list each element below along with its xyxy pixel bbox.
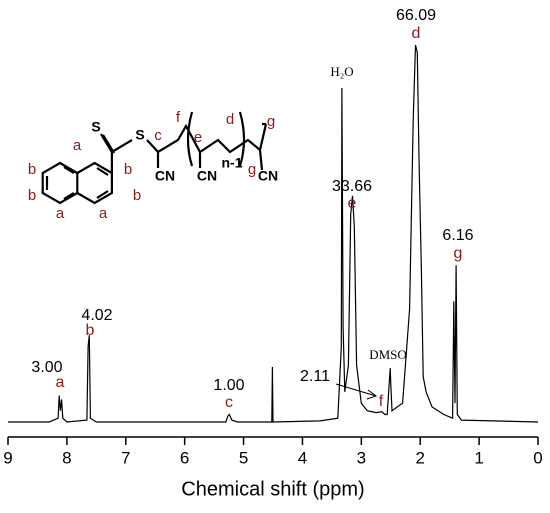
- structure-label: CN: [197, 168, 217, 184]
- bonds: [41, 122, 268, 205]
- structure-label: g: [267, 113, 275, 130]
- integral-label: 4.02: [81, 307, 112, 324]
- structure-label: g: [248, 161, 256, 178]
- proton-label: g: [454, 245, 463, 262]
- structure-label: CN: [155, 168, 175, 184]
- structure-label: S: [135, 127, 144, 143]
- x-tick-label: 8: [62, 448, 71, 467]
- structure-label: n-1: [222, 155, 243, 171]
- arrow: [335, 383, 378, 400]
- x-tick-label: 9: [3, 448, 12, 467]
- spectrum-line: [8, 44, 539, 423]
- structure-label: d: [226, 111, 234, 128]
- structure-label: a: [56, 205, 65, 222]
- structure-label: a: [99, 205, 108, 222]
- x-tick-label: 0: [533, 448, 542, 467]
- x-tick-label: 5: [239, 448, 248, 467]
- structure-label: S: [91, 119, 100, 135]
- structure-label: CN: [258, 168, 278, 184]
- structure-label: f: [176, 109, 181, 126]
- structure-label: b: [133, 187, 141, 204]
- brackets: [186, 111, 246, 167]
- structure-label: b: [28, 187, 36, 204]
- integral-label: 1.00: [213, 377, 244, 394]
- proton-label: f: [379, 393, 384, 410]
- proton-label: b: [86, 322, 95, 339]
- proton-label: c: [225, 394, 233, 411]
- peak-label: DMSO: [369, 347, 407, 362]
- structure-label: e: [194, 129, 202, 146]
- integral-label: 33.66: [332, 178, 372, 195]
- structure-label: c: [154, 127, 162, 144]
- x-tick-label: 1: [474, 448, 483, 467]
- x-tick-label: 7: [121, 448, 130, 467]
- proton-label: a: [56, 374, 65, 391]
- structure-label: a: [73, 137, 82, 154]
- x-tick-label: 6: [180, 448, 189, 467]
- integral-label: 2.11: [300, 368, 330, 385]
- proton-label: e: [348, 195, 357, 212]
- x-tick-label: 4: [298, 448, 307, 467]
- proton-label: d: [412, 25, 421, 42]
- x-tick-label: 2: [415, 448, 424, 467]
- structure-label: b: [28, 161, 36, 178]
- integral-label: 3.00: [31, 359, 62, 376]
- integral-label: 6.16: [442, 227, 473, 244]
- x-axis-label: Chemical shift (ppm): [181, 478, 364, 500]
- integral-label: 66.09: [396, 7, 436, 24]
- structure-label: b: [124, 161, 132, 178]
- peak-label: H₂O: [330, 64, 353, 79]
- x-tick-label: 3: [357, 448, 366, 467]
- molecule: [41, 111, 268, 205]
